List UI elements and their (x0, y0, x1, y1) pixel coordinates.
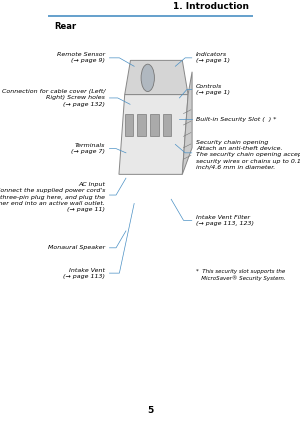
Text: *  This security slot supports the
   MicroSaver® Security System.: * This security slot supports the MicroS… (196, 269, 286, 281)
Text: Built-in Security Slot (  ) *: Built-in Security Slot ( ) * (196, 117, 276, 121)
Text: Controls
(→ page 1): Controls (→ page 1) (196, 84, 230, 95)
Text: Connection for cable cover (Left/
Right) Screw holes
(→ page 132): Connection for cable cover (Left/ Right)… (2, 89, 105, 107)
Text: 5: 5 (148, 407, 154, 415)
FancyBboxPatch shape (125, 113, 133, 136)
FancyBboxPatch shape (137, 113, 146, 136)
Text: Monaural Speaker: Monaural Speaker (48, 245, 105, 250)
Text: AC Input
Connect the supplied power cord's
three-pin plug here, and plug the
oth: AC Input Connect the supplied power cord… (0, 182, 105, 212)
Text: Indicators
(→ page 1): Indicators (→ page 1) (196, 52, 230, 63)
Text: 1. Introduction: 1. Introduction (173, 3, 249, 11)
FancyBboxPatch shape (150, 113, 159, 136)
Text: Rear: Rear (54, 22, 76, 31)
Text: Terminals
(→ page 7): Terminals (→ page 7) (71, 143, 105, 154)
Circle shape (141, 64, 154, 91)
Polygon shape (119, 95, 188, 174)
Text: Intake Vent Filter
(→ page 113, 123): Intake Vent Filter (→ page 113, 123) (196, 215, 254, 226)
Text: Security chain opening
Attach an anti-theft device.
The security chain opening a: Security chain opening Attach an anti-th… (196, 140, 300, 170)
Polygon shape (125, 60, 188, 95)
Text: Intake Vent
(→ page 113): Intake Vent (→ page 113) (63, 267, 105, 279)
Text: Remote Sensor
(→ page 9): Remote Sensor (→ page 9) (57, 52, 105, 63)
Polygon shape (182, 72, 192, 174)
FancyBboxPatch shape (163, 113, 171, 136)
